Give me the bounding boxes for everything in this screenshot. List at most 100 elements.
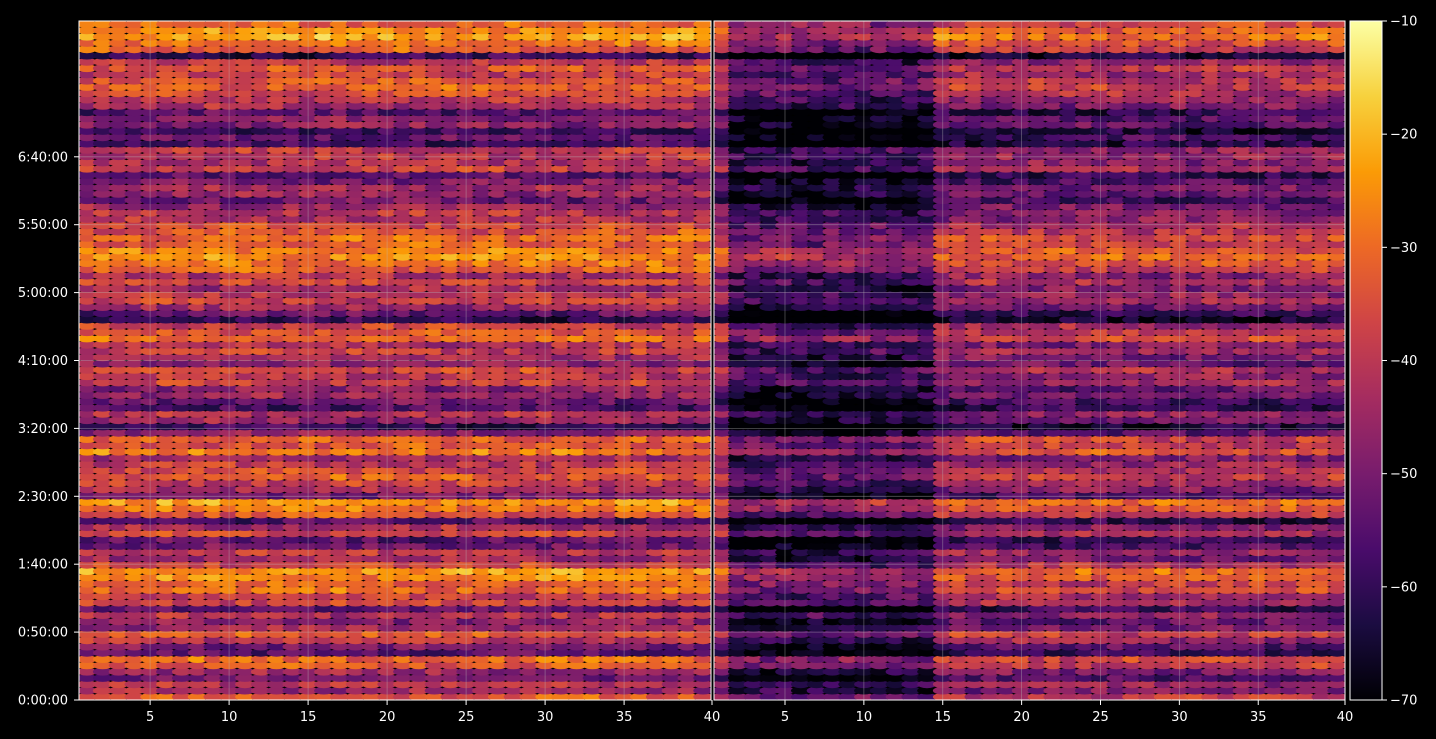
- heatmap-cell: [266, 573, 287, 582]
- heatmap-cell: [377, 661, 397, 670]
- heatmap-cell: [408, 674, 429, 682]
- heatmap-cell: [566, 648, 587, 657]
- heatmap-cell: [693, 667, 711, 676]
- heatmap-cell: [108, 611, 129, 619]
- heatmap-cell: [219, 648, 239, 657]
- heatmap-cell: [171, 548, 192, 557]
- heatmap-cell: [582, 579, 603, 588]
- heatmap-cell: [298, 542, 318, 550]
- heatmap-cell: [79, 611, 97, 619]
- heatmap-cell: [693, 510, 711, 519]
- heatmap-cell: [266, 466, 287, 475]
- heatmap-cell: [503, 598, 524, 607]
- heatmap-cell: [393, 579, 413, 588]
- heatmap-cell: [645, 542, 666, 550]
- heatmap-cell: [693, 460, 711, 469]
- heatmap-cell: [329, 598, 350, 607]
- heatmap-cell: [314, 516, 334, 525]
- heatmap-cell: [630, 485, 650, 494]
- heatmap-cell: [582, 667, 603, 676]
- heatmap-cell: [661, 592, 682, 601]
- heatmap-cell: [124, 447, 145, 456]
- heatmap-cell: [108, 636, 129, 645]
- heatmap-cell: [219, 479, 239, 487]
- heatmap-cell: [203, 460, 224, 469]
- heatmap-cell: [124, 693, 145, 700]
- heatmap-cell: [408, 604, 429, 613]
- heatmap-cell: [345, 611, 366, 619]
- heatmap-cell: [361, 655, 382, 663]
- heatmap-cell: [472, 485, 492, 494]
- heatmap-cell: [282, 693, 303, 700]
- heatmap-cell: [92, 648, 113, 657]
- heatmap-cell: [614, 598, 634, 607]
- heatmap-cell: [456, 617, 476, 626]
- heatmap-cell: [519, 479, 540, 487]
- heatmap-cell: [377, 667, 397, 676]
- heatmap-cell: [314, 642, 334, 651]
- heatmap-cell: [598, 623, 619, 632]
- heatmap-cell: [156, 661, 176, 670]
- heatmap-cell: [361, 693, 382, 700]
- heatmap-cell: [329, 516, 350, 525]
- heatmap-cell: [693, 516, 711, 525]
- heatmap-cell: [171, 491, 192, 500]
- heatmap-cell: [614, 648, 634, 657]
- heatmap-cell: [693, 472, 711, 481]
- heatmap-cell: [393, 573, 413, 582]
- heatmap-cell: [219, 592, 239, 601]
- heatmap-cell: [503, 611, 524, 619]
- heatmap-cell: [598, 598, 619, 607]
- heatmap-cell: [408, 466, 429, 475]
- heatmap-cell: [614, 567, 634, 575]
- heatmap-cell: [282, 586, 303, 594]
- heatmap-cell: [329, 535, 350, 544]
- heatmap-cell: [582, 516, 603, 525]
- heatmap-cell: [250, 642, 271, 651]
- heatmap-cell: [266, 535, 287, 544]
- heatmap-cell: [519, 504, 540, 513]
- heatmap-cell: [487, 592, 508, 601]
- heatmap-cell: [519, 567, 540, 575]
- heatmap-cell: [503, 680, 524, 689]
- heatmap-cell: [171, 554, 192, 563]
- heatmap-cell: [219, 661, 239, 670]
- heatmap-cell: [203, 523, 224, 531]
- heatmap-cell: [219, 630, 239, 638]
- heatmap-cell: [140, 472, 160, 481]
- heatmap-cell: [250, 636, 271, 645]
- heatmap-cell: [614, 661, 634, 670]
- heatmap-cell: [677, 579, 698, 588]
- heatmap-cell: [582, 472, 603, 481]
- heatmap-cell: [124, 466, 145, 475]
- heatmap-cell: [472, 510, 492, 519]
- heatmap-cell: [235, 535, 255, 544]
- heatmap-cell: [377, 554, 397, 563]
- heatmap-cell: [566, 535, 587, 544]
- heatmap-cell: [393, 529, 413, 538]
- heatmap-cell: [187, 686, 208, 695]
- heatmap-cell: [472, 680, 492, 689]
- heatmap-cell: [124, 598, 145, 607]
- heatmap-cell: [551, 604, 571, 613]
- heatmap-cell: [566, 661, 587, 670]
- heatmap-cell: [503, 655, 524, 663]
- heatmap-cell: [187, 529, 208, 538]
- heatmap-cell: [235, 560, 255, 569]
- heatmap-cell: [345, 661, 366, 670]
- heatmap-cell: [472, 604, 492, 613]
- heatmap-cell: [598, 516, 619, 525]
- heatmap-cell: [187, 680, 208, 689]
- heatmap-cell: [472, 648, 492, 657]
- heatmap-cell: [503, 479, 524, 487]
- heatmap-cell: [219, 567, 239, 575]
- heatmap-cell: [440, 661, 461, 670]
- heatmap-cell: [187, 560, 208, 569]
- heatmap-cell: [250, 648, 271, 657]
- heatmap-cell: [535, 567, 555, 575]
- heatmap-cell: [298, 598, 318, 607]
- heatmap-cell: [661, 472, 682, 481]
- heatmap-cell: [456, 686, 476, 695]
- heatmap-cell: [329, 548, 350, 557]
- heatmap-cell: [108, 648, 129, 657]
